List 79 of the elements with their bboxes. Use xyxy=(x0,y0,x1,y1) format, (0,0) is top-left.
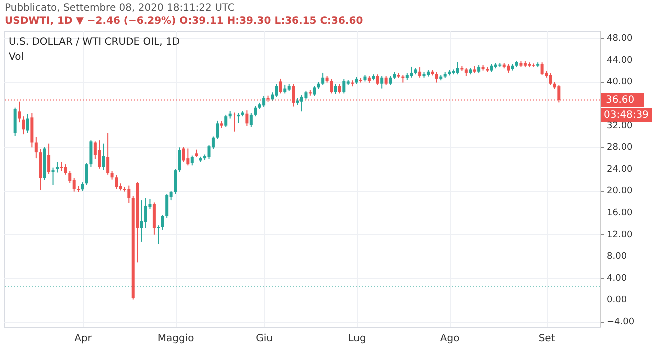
x-tick-label: Apr xyxy=(74,334,93,344)
x-tick-label: Ago xyxy=(440,334,460,344)
candlestick xyxy=(52,167,55,186)
candlestick xyxy=(152,202,156,236)
candlestick xyxy=(216,120,220,140)
x-tick-label: Maggio xyxy=(158,334,194,344)
candlestick xyxy=(98,140,102,170)
candlestick xyxy=(18,101,22,124)
candlestick xyxy=(14,107,17,137)
candlestick xyxy=(418,67,422,78)
y-tick-label: −4.00 xyxy=(607,318,635,328)
candlestick xyxy=(380,76,384,90)
candlestick xyxy=(410,66,414,78)
x-tick-label: Giu xyxy=(256,334,273,344)
candlestick xyxy=(174,168,178,194)
candlestick xyxy=(237,112,240,124)
candlestick xyxy=(342,79,346,94)
candlestick xyxy=(56,162,59,174)
candlestick xyxy=(182,146,186,163)
text: U.S. DOLLAR / WTI CRUDE OIL, 1D xyxy=(9,37,180,48)
candlestick xyxy=(246,110,249,127)
candlestick xyxy=(85,162,88,186)
y-tick-label: 12.00 xyxy=(607,230,634,240)
text: Pubblicato, Settembre 08, 2020 18:11:22 UTC xyxy=(4,2,236,15)
candlestick xyxy=(26,114,30,134)
candlestick xyxy=(157,225,160,245)
candlestick xyxy=(106,132,110,176)
y-tick-label: 8.00 xyxy=(607,252,628,262)
candlestick xyxy=(313,86,316,97)
candlestick xyxy=(300,94,304,112)
annotation: Vol xyxy=(9,52,24,63)
candlestick xyxy=(140,200,144,242)
candlestick xyxy=(376,74,380,86)
candlestick xyxy=(102,143,106,171)
y-tick-label: 0.00 xyxy=(607,296,628,306)
y-tick-label: 24.00 xyxy=(607,164,634,175)
candlestick xyxy=(389,76,392,86)
candlestick xyxy=(22,116,26,136)
candlestick xyxy=(144,198,148,229)
candlestick xyxy=(435,72,438,84)
candlestick xyxy=(190,155,194,166)
ref-line-label: 36.60 xyxy=(606,95,635,106)
candlestick xyxy=(166,193,169,218)
candlestick xyxy=(262,96,266,108)
y-tick-label: 28.00 xyxy=(607,143,634,154)
candlestick xyxy=(338,84,342,94)
y-tick-label: 48.00 xyxy=(607,34,634,44)
chart-subtitle: USDWTI, 1D ▼ −2.46 (−6.29%) O:39.11 H:39.30 L:36.15 C:36.60 xyxy=(4,15,364,29)
candlestick xyxy=(250,112,253,128)
candlestick xyxy=(540,62,544,76)
candlestick xyxy=(64,164,68,176)
x-tick-label: Lug xyxy=(348,334,366,344)
candlestick xyxy=(384,76,388,86)
y-tick-label: 20.00 xyxy=(607,186,634,197)
candlestick xyxy=(322,72,325,86)
candlestick xyxy=(549,73,552,86)
candlestick xyxy=(254,106,258,118)
candlestick xyxy=(186,148,190,166)
candlestick xyxy=(224,114,228,128)
candlestick xyxy=(456,62,460,76)
candlestick xyxy=(330,79,334,94)
candlestick xyxy=(161,214,164,230)
candlestick xyxy=(72,178,76,192)
candlestick xyxy=(48,143,51,175)
candlestick xyxy=(34,136,38,160)
candlestick xyxy=(128,185,131,204)
y-tick-label: 40.00 xyxy=(607,78,634,88)
candlestick xyxy=(334,84,338,95)
candlestick xyxy=(115,174,118,190)
candlestick xyxy=(90,140,93,168)
y-tick-label: 4.00 xyxy=(607,274,628,284)
y-tick-label: 16.00 xyxy=(607,208,634,219)
candlestick xyxy=(275,84,278,98)
y-tick-label: 44.00 xyxy=(607,56,634,66)
y-tick-label: 32.00 xyxy=(607,121,634,132)
candlestick xyxy=(178,147,182,173)
x-tick-label: Set xyxy=(538,334,556,344)
candlestick xyxy=(279,78,282,94)
text: 03:48:39 xyxy=(604,110,649,122)
